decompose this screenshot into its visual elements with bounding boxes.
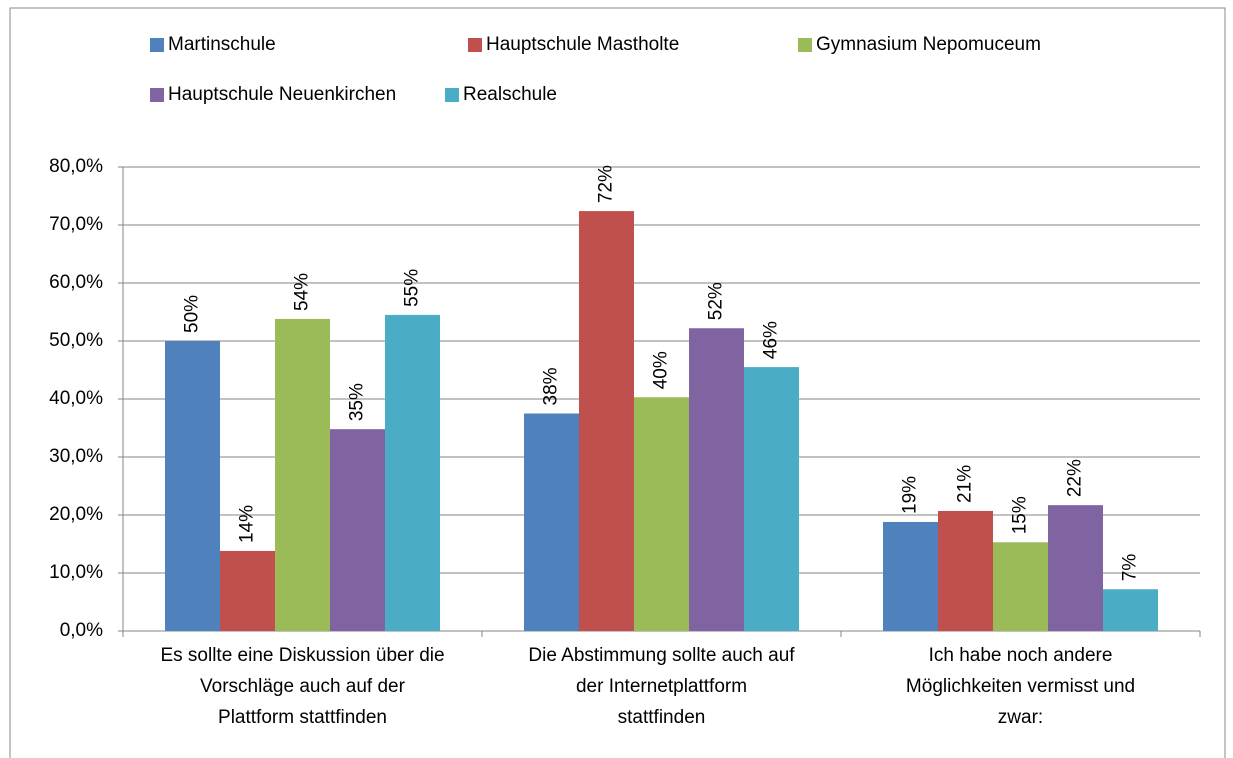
x-tick-label: Die Abstimmung sollte auch auf der Inter…	[528, 645, 795, 728]
value-label: 40%	[651, 351, 672, 389]
y-tick-label: 30,0%	[49, 446, 103, 467]
y-tick-label: 10,0%	[49, 562, 103, 583]
bar	[689, 328, 744, 631]
y-tick-label: 70,0%	[49, 214, 103, 235]
y-tick-label: 80,0%	[49, 156, 103, 177]
bar	[165, 341, 220, 631]
bar	[883, 521, 938, 631]
value-label: 72%	[596, 165, 617, 203]
bar	[1048, 505, 1103, 631]
legend-label: Hauptschule Neuenkirchen	[168, 84, 396, 105]
legend-label: Realschule	[463, 84, 557, 105]
value-label: 7%	[1120, 554, 1141, 582]
bar	[993, 542, 1048, 631]
legend-swatch	[798, 38, 812, 52]
legend-label: Gymnasium Nepomuceum	[816, 34, 1041, 55]
value-label: 14%	[237, 505, 258, 543]
value-label: 46%	[761, 321, 782, 359]
bar	[275, 318, 330, 631]
y-tick-label: 50,0%	[49, 330, 103, 351]
y-tick-label: 0,0%	[60, 620, 103, 641]
value-label: 50%	[182, 295, 203, 333]
y-tick-label: 40,0%	[49, 388, 103, 409]
legend-swatch	[468, 38, 482, 52]
bar	[744, 367, 799, 631]
value-label: 54%	[292, 273, 313, 311]
bar	[1103, 589, 1158, 631]
bar	[524, 413, 579, 631]
value-label: 22%	[1065, 459, 1086, 497]
value-label: 19%	[900, 476, 921, 514]
value-label: 55%	[402, 269, 423, 307]
legend-label: Martinschule	[168, 34, 276, 55]
value-label: 52%	[706, 282, 727, 320]
legend-swatch	[445, 88, 459, 102]
bar	[634, 397, 689, 631]
legend-label: Hauptschule Mastholte	[486, 34, 679, 55]
chart-border	[9, 7, 1226, 758]
value-label: 15%	[1010, 496, 1031, 534]
x-tick-label: Ich habe noch andere Möglichkeiten vermi…	[905, 645, 1136, 728]
y-tick-label: 20,0%	[49, 504, 103, 525]
bar	[385, 314, 440, 631]
legend-swatch	[150, 38, 164, 52]
value-label: 38%	[541, 367, 562, 405]
value-label: 35%	[347, 383, 368, 421]
bar	[938, 510, 993, 631]
y-tick-label: 60,0%	[49, 272, 103, 293]
value-label: 21%	[955, 465, 976, 503]
bar	[579, 211, 634, 631]
bar	[330, 429, 385, 631]
legend-swatch	[150, 88, 164, 102]
bar	[220, 550, 275, 631]
x-tick-label: Es sollte eine Diskussion über die Vorsc…	[160, 645, 445, 728]
